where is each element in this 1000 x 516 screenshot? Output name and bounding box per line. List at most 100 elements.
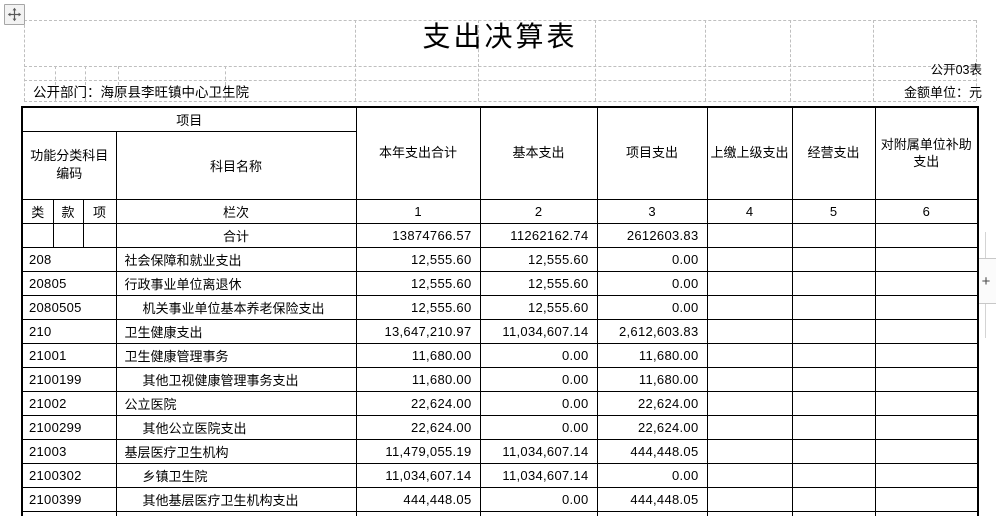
row-value-3: 11,680.00 xyxy=(596,342,708,368)
expenditure-table: 项目 本年支出合计 基本支出 项目支出 上缴上级支出 经营支出 对附属单位补助支… xyxy=(21,106,979,516)
guide-line-h xyxy=(24,101,976,102)
rank-number-1: 1 xyxy=(355,198,481,224)
header-subject-name: 科目名称 xyxy=(115,130,357,200)
row-value-1: 444,448.05 xyxy=(355,486,481,512)
table-header: 项目 本年支出合计 基本支出 项目支出 上缴上级支出 经营支出 对附属单位补助支… xyxy=(21,106,979,200)
table-row[interactable]: 208 社会保障和就业支出 12,555.60 12,555.60 0.00 xyxy=(21,246,979,272)
table-row[interactable]: 20805 行政事业单位离退休 12,555.60 12,555.60 0.00 xyxy=(21,270,979,296)
row-value-1: 22,624.00 xyxy=(355,390,481,416)
table-row[interactable]: 21003 基层医疗卫生机构 11,479,055.19 11,034,607.14 4… xyxy=(21,438,979,464)
row-value-3: 2,612,603.83 xyxy=(596,318,708,344)
table-move-handle[interactable] xyxy=(4,4,25,25)
row-value-5 xyxy=(791,366,876,392)
page-title: 支出决算表 xyxy=(422,22,578,53)
row-subject-name: 其他公立医院支出 xyxy=(115,414,357,440)
row-value-6 xyxy=(874,486,979,512)
row-value-5 xyxy=(791,246,876,272)
row-value-6 xyxy=(874,342,979,368)
row-value-6 xyxy=(874,366,979,392)
row-value-5 xyxy=(791,294,876,320)
table-row[interactable]: 210 卫生健康支出 13,647,210.97 11,034,607.14 2,612… xyxy=(21,318,979,344)
row-subject-name: 公共卫生 xyxy=(115,510,357,516)
row-value-6 xyxy=(874,390,979,416)
header-sub-xiang: 项 xyxy=(82,198,117,224)
row-subject-name: 机关事业单位基本养老保险支出 xyxy=(115,294,357,320)
row-subject-name: 卫生健康管理事务 xyxy=(115,342,357,368)
row-value-5 xyxy=(791,510,876,516)
row-value-4 xyxy=(706,390,793,416)
row-subject-name: 基层医疗卫生机构 xyxy=(115,438,357,464)
header-row-group: 项目 本年支出合计 基本支出 项目支出 上缴上级支出 经营支出 对附属单位补助支… xyxy=(21,106,979,200)
total-value-4 xyxy=(706,222,793,248)
row-value-1: 2,133,851.78 xyxy=(355,510,481,516)
row-value-3: 11,680.00 xyxy=(596,366,708,392)
row-code: 21004 xyxy=(21,510,117,516)
row-value-6 xyxy=(874,318,979,344)
rank-number-2: 2 xyxy=(479,198,598,224)
department-label: 公开部门：海原县李旺镇中心卫生院 xyxy=(33,85,249,100)
rank-number-3: 3 xyxy=(596,198,708,224)
total-label: 合计 xyxy=(115,222,357,248)
row-value-6 xyxy=(874,294,979,320)
row-code: 21002 xyxy=(21,390,117,416)
row-value-5 xyxy=(791,414,876,440)
row-value-2: 0.00 xyxy=(479,342,598,368)
header-group-item: 项目 xyxy=(21,106,357,132)
total-code-lei xyxy=(21,222,54,248)
row-value-3: 0.00 xyxy=(596,462,708,488)
row-value-5 xyxy=(791,486,876,512)
insert-column-rail xyxy=(985,304,986,338)
row-subject-name: 行政事业单位离退休 xyxy=(115,270,357,296)
move-cross-icon xyxy=(7,7,22,22)
guide-line-h xyxy=(24,66,976,67)
row-value-4 xyxy=(706,246,793,272)
rank-number-6: 6 xyxy=(874,198,979,224)
table-row[interactable]: 2100299 其他公立医院支出 22,624.00 0.00 22,624.00 xyxy=(21,414,979,440)
table-row[interactable]: 21002 公立医院 22,624.00 0.00 22,624.00 xyxy=(21,390,979,416)
row-subject-name: 社会保障和就业支出 xyxy=(115,246,357,272)
row-value-5 xyxy=(791,270,876,296)
row-value-2: 0.00 xyxy=(479,510,598,516)
row-code: 2100199 xyxy=(21,366,117,392)
row-code: 2080505 xyxy=(21,294,117,320)
header-column-5: 经营支出 xyxy=(791,106,876,200)
table-row[interactable]: 2100199 其他卫视健康管理事务支出 11,680.00 0.00 11,680.0… xyxy=(21,366,979,392)
row-value-3: 444,448.05 xyxy=(596,486,708,512)
table-row[interactable]: 2080505 机关事业单位基本养老保险支出 12,555.60 12,555.60 0… xyxy=(21,294,979,320)
rank-label: 栏次 xyxy=(115,198,357,224)
total-value-2: 11262162.74 xyxy=(479,222,598,248)
row-code: 20805 xyxy=(21,270,117,296)
row-subject-name: 其他卫视健康管理事务支出 xyxy=(115,366,357,392)
row-value-2: 11,034,607.14 xyxy=(479,438,598,464)
form-number: 公开03表 xyxy=(930,63,982,77)
total-value-1: 13874766.57 xyxy=(355,222,481,248)
row-value-4 xyxy=(706,366,793,392)
row-code: 2100399 xyxy=(21,486,117,512)
total-value-6 xyxy=(874,222,979,248)
row-value-6 xyxy=(874,270,979,296)
total-value-5 xyxy=(791,222,876,248)
rank-row: 类 款 项 栏次 1 2 3 4 5 6 xyxy=(21,198,979,224)
row-value-3: 0.00 xyxy=(596,294,708,320)
row-subject-name: 其他基层医疗卫生机构支出 xyxy=(115,486,357,512)
row-value-4 xyxy=(706,486,793,512)
row-value-4 xyxy=(706,438,793,464)
row-value-2: 0.00 xyxy=(479,414,598,440)
insert-column-handle[interactable]: + xyxy=(976,258,996,304)
row-value-6 xyxy=(874,246,979,272)
row-value-2: 12,555.60 xyxy=(479,270,598,296)
header-column-2: 基本支出 xyxy=(479,106,598,200)
header-column-6: 对附属单位补助支出 xyxy=(874,106,979,200)
table-row[interactable]: 2100399 其他基层医疗卫生机构支出 444,448.05 0.00 444,448… xyxy=(21,486,979,512)
row-code: 21003 xyxy=(21,438,117,464)
total-code-kuan xyxy=(52,222,84,248)
row-value-1: 12,555.60 xyxy=(355,294,481,320)
row-value-2: 0.00 xyxy=(479,366,598,392)
row-code: 208 xyxy=(21,246,117,272)
table-row[interactable]: 21001 卫生健康管理事务 11,680.00 0.00 11,680.00 xyxy=(21,342,979,368)
row-value-6 xyxy=(874,510,979,516)
row-value-4 xyxy=(706,318,793,344)
table-row[interactable]: 2100302 乡镇卫生院 11,034,607.14 11,034,607.14 0.… xyxy=(21,462,979,488)
table-row[interactable]: 21004公共卫生2,133,851.780.002,133,851.78 xyxy=(21,510,979,516)
